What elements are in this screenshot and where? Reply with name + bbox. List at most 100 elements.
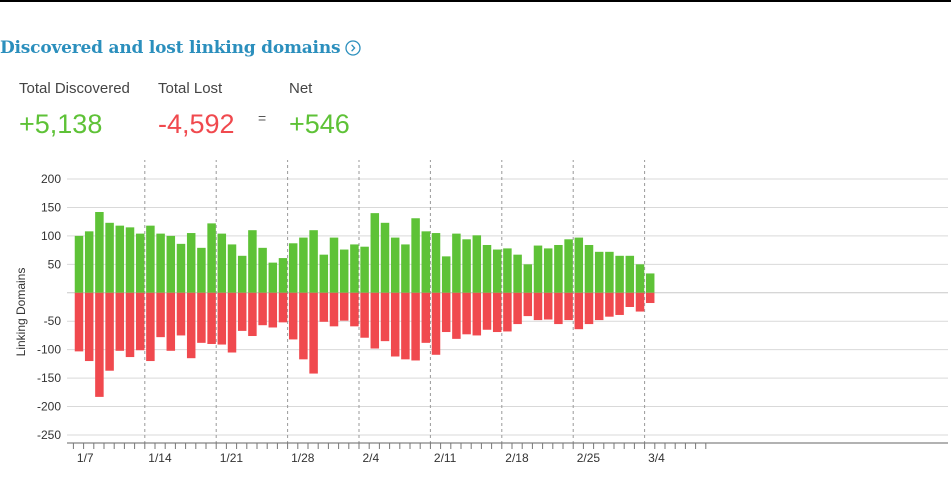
bar-discovered <box>84 231 94 293</box>
bar-discovered <box>237 255 247 293</box>
bar-discovered <box>574 237 584 293</box>
bar-discovered <box>217 233 227 293</box>
bar-lost <box>105 292 114 371</box>
bar-lost <box>278 292 288 323</box>
bar-discovered <box>227 244 237 293</box>
bar-lost <box>339 292 349 321</box>
net-label: Net <box>289 80 313 97</box>
bar-lost <box>115 292 125 351</box>
bar-lost <box>452 292 461 339</box>
bar-lost <box>156 292 165 338</box>
y-tick-label: -100 <box>37 343 61 357</box>
bar-lost <box>319 292 329 322</box>
bar-discovered <box>411 218 420 293</box>
bar-discovered <box>605 251 614 293</box>
bar-lost <box>95 292 104 397</box>
y-tick-label: 100 <box>41 229 61 243</box>
bar-discovered <box>105 222 114 293</box>
bar-discovered <box>125 227 135 293</box>
bar-discovered <box>299 237 308 293</box>
bar-discovered <box>401 244 410 293</box>
bar-lost <box>574 292 584 330</box>
bar-discovered <box>390 237 400 293</box>
bar-lost <box>482 292 492 330</box>
bar-discovered <box>278 258 288 293</box>
lost-value: -4,592 <box>158 109 235 139</box>
bar-lost <box>248 292 257 337</box>
bar-lost <box>462 292 471 335</box>
bar-discovered <box>645 273 655 293</box>
chevron-circle-right-icon[interactable] <box>345 40 362 56</box>
bar-lost <box>411 292 420 361</box>
bar-discovered <box>115 225 125 293</box>
bar-lost <box>74 292 84 352</box>
bar-lost <box>329 292 339 327</box>
lost-label: Total Lost <box>158 80 223 97</box>
equals-sign: = <box>258 110 267 126</box>
bar-lost <box>584 292 594 325</box>
bar-discovered <box>207 223 216 293</box>
title-row: Discovered and lost linking domains <box>0 35 362 61</box>
bar-lost <box>533 292 543 321</box>
bar-discovered <box>431 233 441 293</box>
page-title: Discovered and lost linking domains <box>0 38 341 58</box>
bar-lost <box>186 292 196 359</box>
bar-lost <box>176 292 186 336</box>
bar-lost <box>421 292 431 343</box>
bar-lost <box>125 292 135 358</box>
bar-discovered <box>268 262 278 293</box>
bar-discovered <box>492 249 502 293</box>
bar-discovered <box>533 245 543 293</box>
discovered-label: Total Discovered <box>19 80 130 97</box>
bar-discovered <box>176 243 186 293</box>
bar-lost <box>197 292 206 343</box>
bar-lost <box>645 292 655 304</box>
bar-lost <box>135 292 145 351</box>
y-tick-label: -150 <box>37 371 61 385</box>
x-tick-label: 2/25 <box>577 451 601 465</box>
bar-lost <box>554 292 563 325</box>
bar-discovered <box>543 248 553 293</box>
bar-discovered <box>156 233 165 293</box>
bar-discovered <box>503 248 512 293</box>
bar-lost <box>523 292 533 317</box>
y-tick-label: -250 <box>37 428 61 442</box>
x-tick-label: 2/11 <box>434 451 457 465</box>
bar-discovered <box>594 251 604 293</box>
bar-lost <box>309 292 318 374</box>
bar-discovered <box>370 213 380 293</box>
bar-discovered <box>441 256 451 293</box>
x-tick-label: 1/14 <box>148 451 172 465</box>
bar-lost <box>227 292 237 353</box>
bar-discovered <box>635 264 645 293</box>
bar-lost <box>380 292 390 342</box>
bar-lost <box>146 292 155 362</box>
bar-lost <box>492 292 502 333</box>
bar-discovered <box>146 225 155 293</box>
bar-discovered <box>258 247 267 293</box>
bar-lost <box>288 292 298 340</box>
bar-discovered <box>554 244 563 293</box>
stat-lost: Total Lost -4,592 <box>158 80 235 140</box>
bar-lost <box>84 292 94 362</box>
bar-lost <box>615 292 624 315</box>
x-tick-label: 1/28 <box>291 451 315 465</box>
bar-lost <box>207 292 216 344</box>
bar-lost <box>350 292 359 327</box>
x-tick-label: 2/18 <box>505 451 529 465</box>
bar-discovered <box>482 244 492 293</box>
y-tick-label: 200 <box>41 172 61 186</box>
bar-lost <box>472 292 482 336</box>
y-tick-label: -50 <box>44 314 62 328</box>
bar-lost <box>625 292 635 307</box>
bar-discovered <box>584 244 594 293</box>
y-tick-label: -200 <box>37 400 61 414</box>
bar-lost <box>594 292 604 321</box>
bar-lost <box>401 292 410 360</box>
bar-lost <box>513 292 522 325</box>
discovered-value: +5,138 <box>19 109 103 139</box>
bar-discovered <box>360 246 369 293</box>
bar-discovered <box>329 237 339 293</box>
bar-lost <box>166 292 176 351</box>
bar-discovered <box>74 235 84 293</box>
